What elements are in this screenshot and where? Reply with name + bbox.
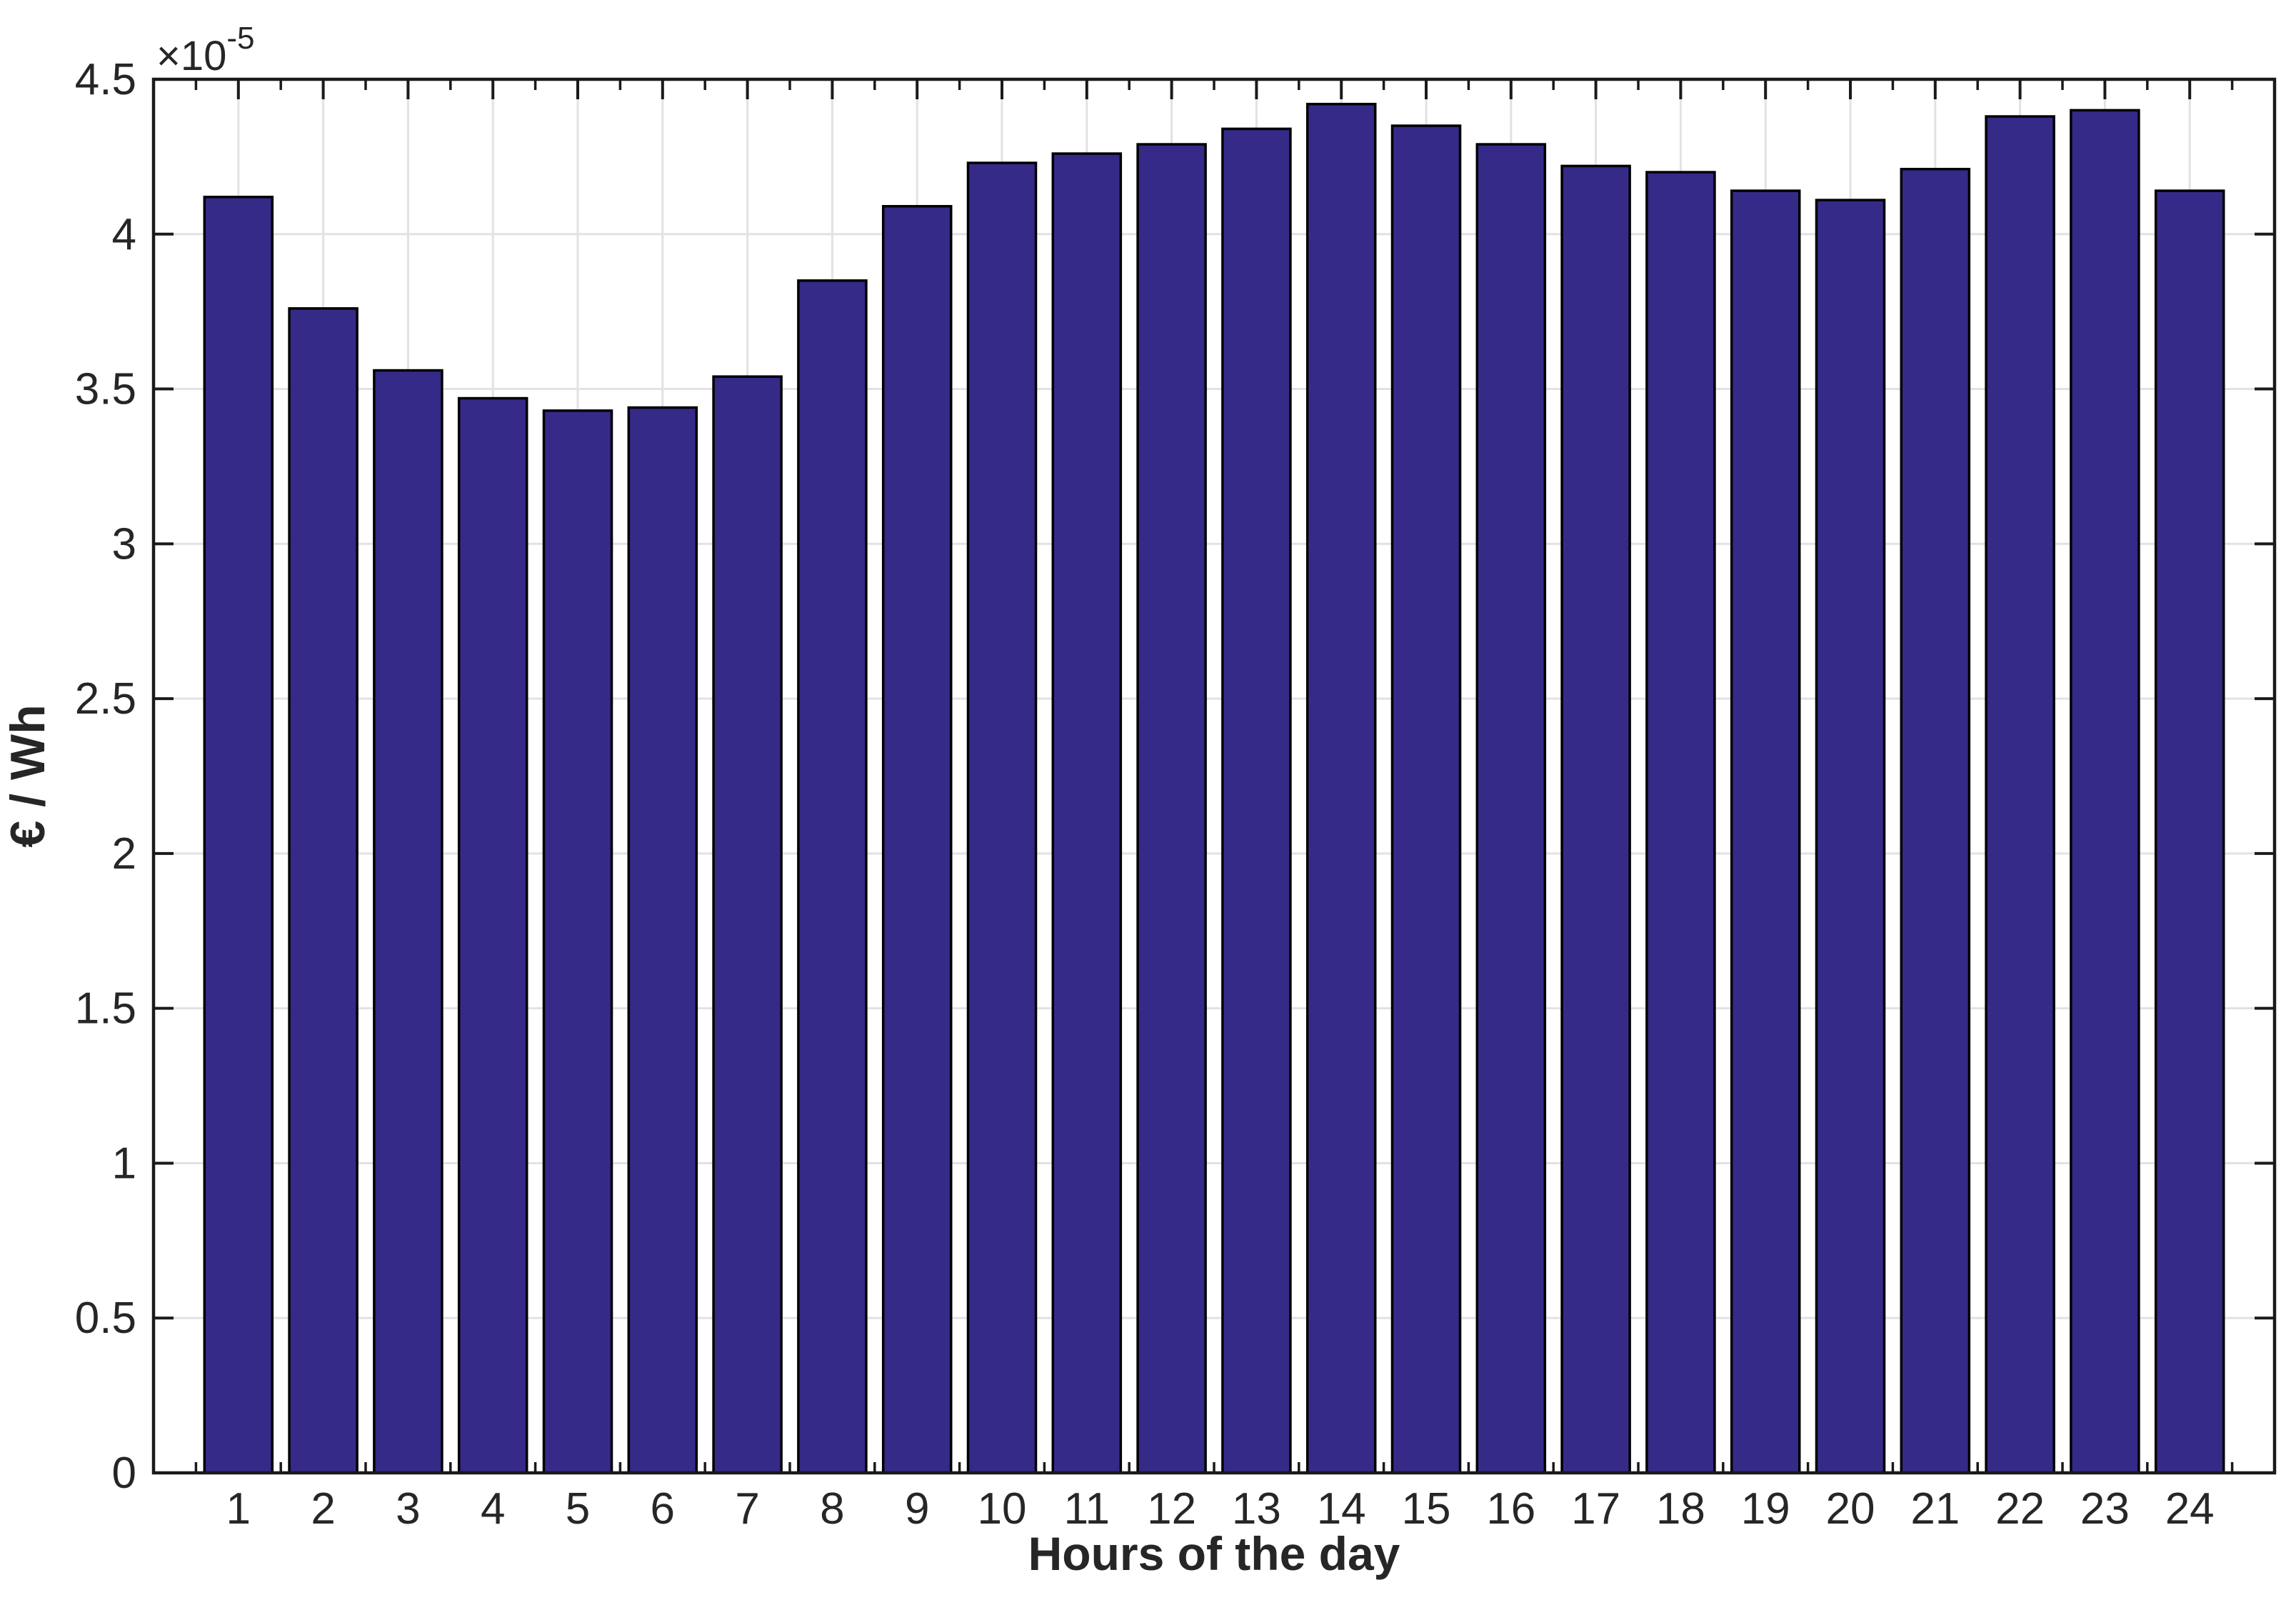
bar [1985,115,2055,1474]
y-tick-label: 3 [112,519,136,569]
x-tick-label: 22 [1995,1484,2045,1534]
x-tick-label: 23 [2080,1484,2130,1534]
x-tick-label: 11 [1064,1484,1110,1534]
x-tick-label: 7 [735,1484,759,1534]
bar [1645,171,1716,1474]
bar [1815,199,1886,1474]
x-tick-label: 9 [905,1484,929,1534]
bar [797,279,868,1474]
x-tick-label: 3 [396,1484,420,1534]
x-tick-label: 24 [2165,1484,2215,1534]
bar [288,307,359,1474]
x-tick-label: 13 [1232,1484,1281,1534]
bar [203,196,274,1474]
bar [1221,127,1292,1474]
x-tick-label: 16 [1486,1484,1535,1534]
x-tick-label: 2 [311,1484,335,1534]
bar [1560,164,1631,1474]
exponent-superscript: -5 [226,21,254,56]
x-tick-label: 18 [1656,1484,1705,1534]
bar [2154,189,2225,1474]
bar [373,369,443,1474]
x-tick-label: 6 [651,1484,675,1534]
x-tick-label: 4 [481,1484,505,1534]
bar [1136,143,1207,1474]
bar [1730,189,1801,1474]
x-tick-label: 12 [1147,1484,1196,1534]
bar [542,409,613,1474]
bar [1900,167,1971,1474]
y-tick-label: 0.5 [75,1294,136,1343]
bar [1390,124,1462,1474]
bar [1305,102,1377,1474]
x-tick-label: 10 [978,1484,1027,1534]
y-tick-label: 0 [112,1449,136,1498]
x-tick-label: 20 [1826,1484,1875,1534]
y-tick-label: 1 [112,1139,136,1188]
x-tick-label: 14 [1317,1484,1366,1534]
x-tick-label: 8 [820,1484,844,1534]
x-tick-label: 17 [1571,1484,1620,1534]
y-tick-label: 2.5 [75,674,136,724]
x-tick-label: 21 [1910,1484,1960,1534]
y-tick-label: 4.5 [75,55,136,104]
x-tick-label: 15 [1402,1484,1451,1534]
bar [1051,152,1123,1474]
y-tick-label: 4 [112,210,136,259]
x-axis-label: Hours of the day [1028,1527,1400,1580]
x-tick-label: 1 [226,1484,251,1534]
bar [966,161,1038,1474]
bar [712,375,783,1474]
axis-box [151,77,2277,1475]
bar [457,396,528,1474]
y-tick-label: 1.5 [75,984,136,1034]
bar [627,406,698,1474]
bar [2070,109,2140,1474]
bar [881,205,953,1474]
y-axis-label: € / Wh [1,704,55,847]
bar [1475,143,1547,1474]
x-tick-label: 19 [1741,1484,1790,1534]
y-tick-label: 3.5 [75,365,136,414]
y-tick-label: 2 [112,829,136,879]
x-tick-label: 5 [566,1484,590,1534]
